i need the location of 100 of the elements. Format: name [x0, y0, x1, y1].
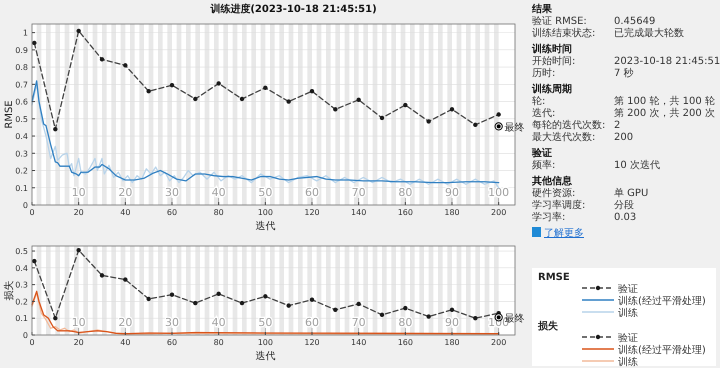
x2-tick-label: 90 [445, 186, 459, 199]
legend-title: RMSE [538, 272, 570, 283]
text: 每轮的迭代次数: [532, 119, 606, 131]
text: 训练周期 [531, 83, 572, 95]
point [403, 102, 408, 108]
point [193, 300, 198, 306]
y-tick-label: 0.5 [15, 114, 28, 124]
x-tick-label: 60 [166, 208, 178, 217]
x-tick-label: 140 [351, 338, 366, 347]
x-tick-label: 80 [214, 338, 224, 347]
x-tick-label: 200 [491, 208, 506, 217]
point [310, 89, 314, 94]
text: 已完成最大轮数 [614, 27, 684, 39]
point [403, 306, 408, 310]
x2-tick-label: 100 [488, 186, 510, 199]
x-tick-label: 20 [74, 338, 84, 347]
text: 验证 [531, 147, 552, 159]
point [286, 303, 291, 308]
point [216, 81, 221, 86]
text: 验证 RMSE: [532, 15, 587, 27]
x-tick-label: 180 [444, 208, 460, 217]
x-tick-label: 120 [304, 338, 320, 347]
text: 2023-10-18 21:45:51 [614, 56, 720, 67]
legend-label: 训练(经过平滑处理) [618, 344, 706, 356]
text: 学习率调度: [532, 199, 586, 211]
x2-tick-label: 70 [352, 186, 366, 199]
point [32, 258, 37, 264]
x-tick-label: 0 [29, 338, 35, 347]
y-tick-label: 0 [22, 201, 28, 210]
point [53, 316, 58, 320]
text: 10 次迭代 [614, 159, 660, 171]
point [380, 312, 384, 318]
text: 历时: [532, 67, 556, 79]
point [193, 96, 198, 102]
x-tick-label: 140 [351, 208, 366, 217]
point [473, 122, 478, 128]
x2-tick-label: 20 [118, 186, 132, 199]
y-tick-label: 0.3 [15, 280, 28, 290]
legend-title: 损失 [537, 320, 559, 332]
x2-tick-label: 10 [72, 316, 86, 329]
y-tick-label: 0.1 [15, 184, 28, 193]
x2-tick-label: 60 [305, 316, 319, 329]
text: 2 [614, 120, 620, 131]
point [333, 308, 338, 312]
text: 频率: [532, 159, 556, 171]
legend-label: 训练 [618, 307, 638, 319]
text: 迭代: [532, 107, 556, 119]
y-tick-label: 0.6 [15, 98, 28, 107]
point [32, 40, 37, 46]
x2-tick-label: 10 [72, 186, 86, 199]
point [380, 116, 384, 120]
text: 学习率: [532, 211, 566, 223]
point [356, 98, 361, 102]
text: 轮: [532, 95, 546, 107]
x-tick-label: 160 [398, 208, 413, 217]
point [356, 302, 361, 306]
point [333, 107, 338, 112]
text: 200 [614, 132, 634, 143]
y-tick-label: 0.1 [15, 314, 28, 324]
x2-tick-label: 80 [398, 186, 412, 199]
x2-tick-label: 50 [258, 316, 272, 329]
point [240, 300, 244, 306]
y-tick-label: 0.5 [15, 247, 28, 256]
text: 开始时间: [532, 55, 576, 67]
y-tick-label: 0.8 [15, 63, 28, 72]
text: 硬件资源: [532, 187, 576, 199]
x-tick-label: 100 [258, 338, 273, 347]
point [263, 86, 268, 90]
y-tick-label: 0.9 [15, 46, 28, 55]
legend-label: 验证 [618, 283, 638, 295]
point [450, 308, 454, 312]
x-axis-title: 迭代 [256, 220, 276, 232]
x2-tick-label: 40 [212, 186, 226, 199]
point [53, 126, 58, 132]
point [170, 292, 174, 297]
point [450, 107, 454, 112]
point [170, 82, 174, 88]
y-tick-label: 0.2 [15, 166, 28, 176]
y-axis-title: RMSE [4, 100, 15, 129]
point [100, 273, 104, 278]
text: 最大迭代次数: [532, 131, 596, 143]
y-axis-title: 损失 [3, 280, 15, 300]
x-tick-label: 200 [491, 338, 506, 347]
point [426, 314, 431, 319]
x-tick-label: 80 [214, 208, 224, 217]
series-label: 最终 [504, 121, 525, 134]
x-tick-label: 20 [74, 208, 84, 217]
x-tick-label: 40 [120, 338, 130, 347]
x2-tick-label: 80 [398, 316, 412, 329]
point [496, 112, 501, 117]
point [146, 89, 151, 94]
x2-tick-label: 20 [118, 316, 132, 329]
x-axis-title: 迭代 [256, 350, 276, 362]
point [240, 96, 244, 102]
point [310, 298, 314, 302]
text: 0.45649 [614, 16, 656, 27]
point [76, 28, 81, 34]
text: 第 100 轮，共 100 轮 [614, 95, 715, 107]
point [216, 292, 221, 296]
text: 结果 [531, 3, 553, 15]
